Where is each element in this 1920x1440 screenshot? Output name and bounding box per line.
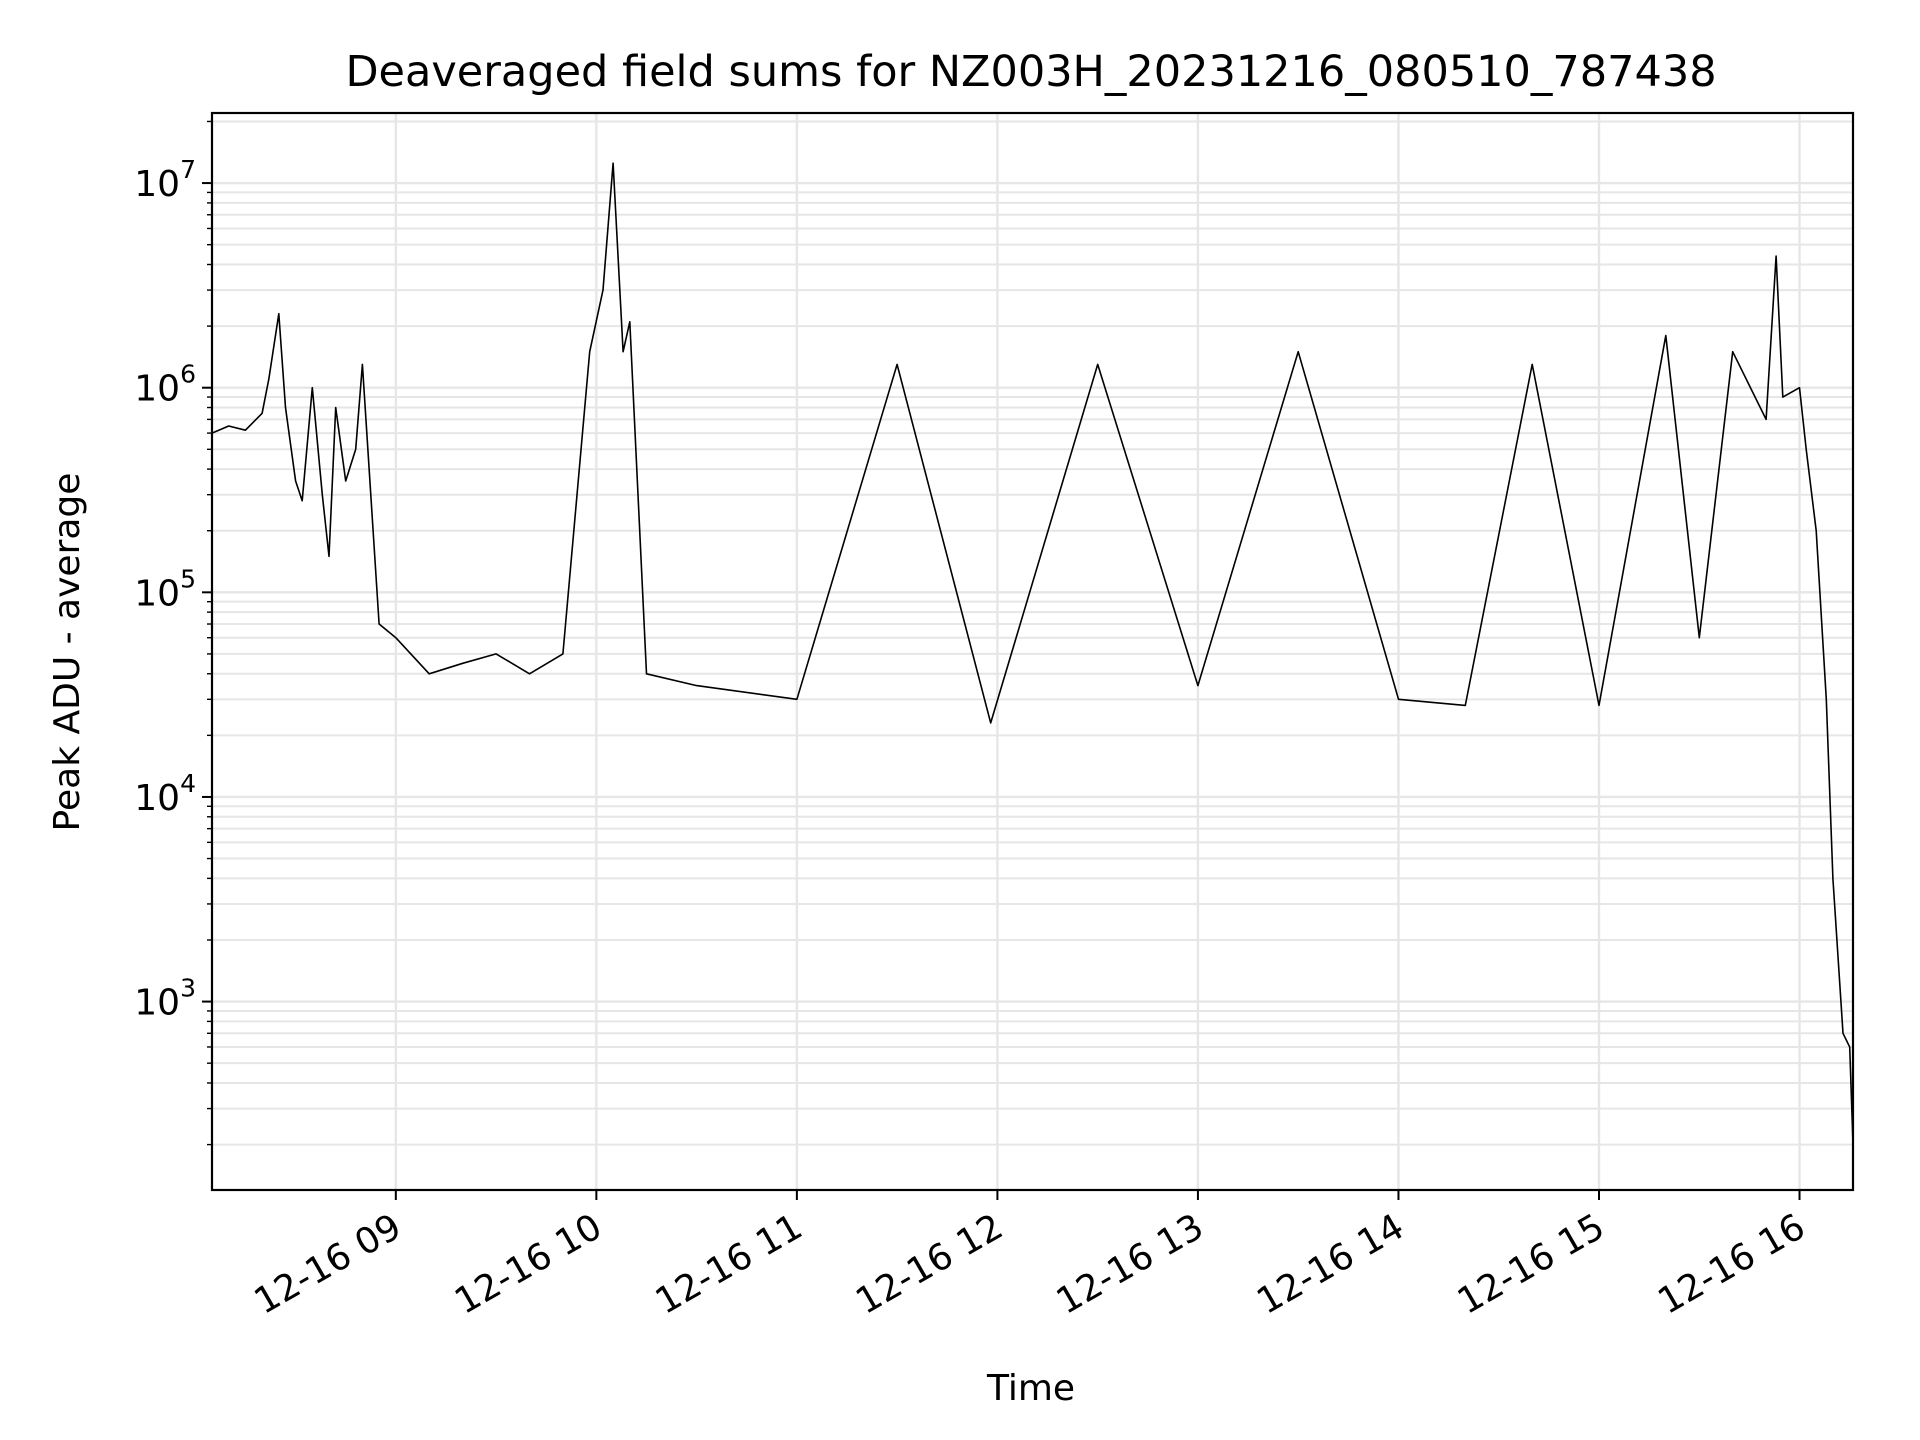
grid-lines	[212, 113, 1853, 1190]
y-tick-label: 103	[134, 974, 196, 1024]
series-line-0	[211, 162, 1854, 1145]
x-axis-label: Time	[986, 1368, 1075, 1409]
y-tick-label: 105	[134, 564, 196, 614]
chart-title: Deaveraged field sums for NZ003H_2023121…	[345, 47, 1716, 97]
y-tick-label: 107	[134, 155, 196, 205]
plot-frame	[210, 111, 1855, 1192]
y-tick-label: 106	[134, 360, 196, 410]
y-axis-label: Peak ADU - average	[47, 473, 88, 832]
y-tick-label: 104	[134, 769, 196, 819]
y-tick-labels: 103 104 105 106 107	[134, 155, 196, 1024]
tick-marks	[202, 120, 1801, 1200]
series-layer	[211, 162, 1854, 1145]
